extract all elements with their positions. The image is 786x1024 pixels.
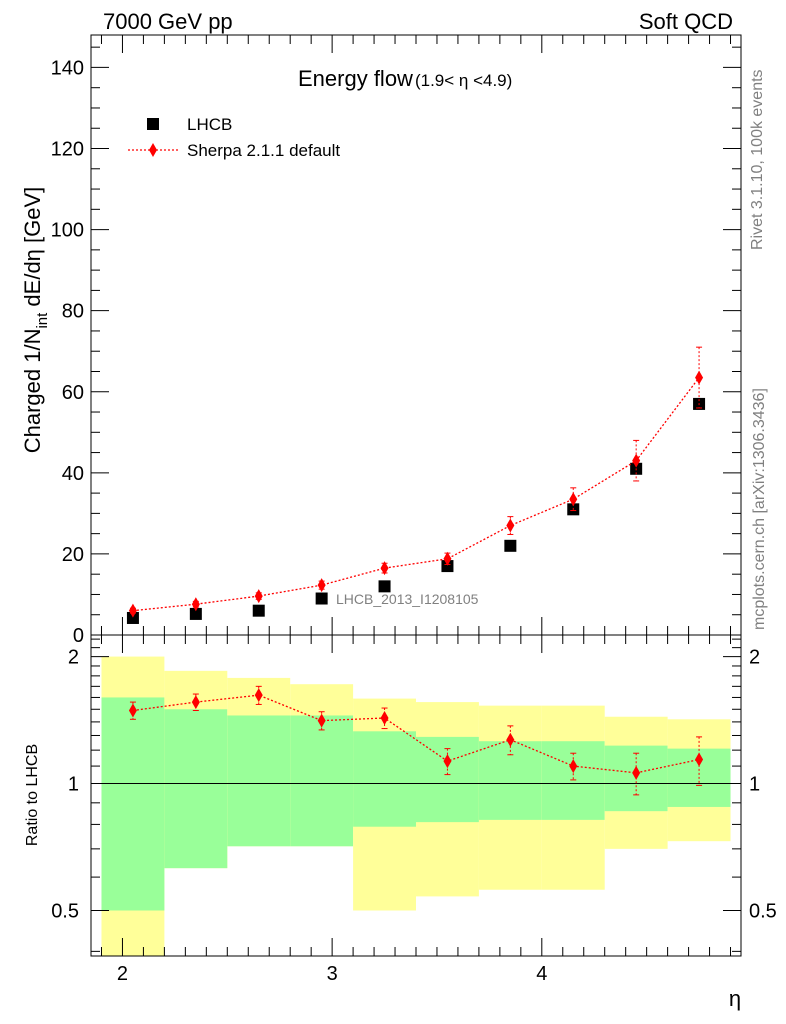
legend-marker-lhcb bbox=[147, 118, 159, 130]
plot-title-sub: (1.9< η <4.9) bbox=[415, 71, 512, 90]
x-tick-label: 4 bbox=[536, 963, 547, 985]
main-ytick-label: 80 bbox=[62, 301, 84, 323]
ratio-data-point bbox=[317, 713, 326, 728]
lhcb-data-point bbox=[504, 539, 517, 552]
green-band bbox=[164, 709, 228, 869]
sherpa-data-point bbox=[317, 578, 326, 593]
plot-title: Energy flow (1.9< η <4.9) bbox=[298, 66, 512, 91]
sherpa-line bbox=[132, 377, 700, 612]
ratio-data-point bbox=[632, 765, 641, 780]
x-axis-label: η bbox=[729, 986, 741, 1011]
ratio-data-point bbox=[695, 752, 704, 767]
main-axes: 0 20 40 60 80 100 120 140 bbox=[51, 35, 741, 647]
green-band bbox=[478, 741, 542, 820]
x-tick-label: 2 bbox=[117, 963, 128, 985]
ratio-ytick-label-right: 0.5 bbox=[749, 900, 777, 922]
legend-marker-sherpa bbox=[149, 143, 157, 157]
sherpa-data-point bbox=[380, 561, 389, 576]
main-ylabel: Charged 1/Nint dE/dη [GeV] bbox=[20, 187, 51, 454]
header-left: 7000 GeV pp bbox=[103, 9, 233, 34]
ratio-sherpa-line bbox=[132, 694, 700, 774]
lhcb-data-point bbox=[315, 592, 328, 605]
sherpa-data-point bbox=[191, 597, 200, 612]
lhcb-data-point bbox=[189, 607, 202, 620]
ratio-ylabel: Ratio to LHCB bbox=[24, 744, 41, 846]
ratio-data-point bbox=[569, 759, 578, 774]
ratio-ytick-label-left: 1 bbox=[68, 774, 79, 796]
sherpa-data-point bbox=[569, 492, 578, 507]
main-plot-area bbox=[126, 346, 706, 624]
plot-title-main: Energy flow bbox=[298, 66, 413, 91]
lhcb-data-point bbox=[126, 611, 139, 624]
main-ylabel-b: dE/dη [GeV] bbox=[20, 187, 45, 313]
main-ytick-label: 60 bbox=[62, 382, 84, 404]
main-ytick-label: 120 bbox=[51, 139, 84, 161]
green-band bbox=[290, 715, 354, 847]
legend-label-sherpa: Sherpa 2.1.1 default bbox=[187, 141, 340, 160]
main-ylabel-sub: int bbox=[34, 312, 51, 329]
ratio-data-point bbox=[443, 754, 452, 769]
main-ylabel-a: Charged 1/N bbox=[20, 329, 45, 454]
lhcb-data-point bbox=[252, 604, 265, 617]
ratio-bands bbox=[101, 656, 731, 956]
mcplots-label: mcplots.cern.ch [arXiv:1306.3436] bbox=[751, 388, 768, 630]
main-ytick-label: 20 bbox=[62, 544, 84, 566]
main-ytick-label: 140 bbox=[51, 57, 84, 79]
lhcb-data-point bbox=[378, 580, 391, 593]
ratio-plot-area bbox=[91, 685, 741, 796]
ratio-ytick-label-right: 1 bbox=[749, 774, 760, 796]
ratio-data-point bbox=[254, 688, 263, 703]
ratio-ytick-label-left: 0.5 bbox=[51, 900, 79, 922]
ratio-data-point bbox=[191, 695, 200, 710]
legend: LHCB Sherpa 2.1.1 default bbox=[128, 115, 340, 160]
sherpa-data-point bbox=[254, 589, 263, 604]
green-band bbox=[227, 715, 291, 847]
ratio-ytick-label-right: 2 bbox=[749, 647, 760, 669]
main-ytick-label: 0 bbox=[73, 625, 84, 647]
header-right: Soft QCD bbox=[639, 9, 733, 34]
analysis-label: LHCB_2013_I1208105 bbox=[336, 591, 479, 607]
main-ytick-label: 100 bbox=[51, 220, 84, 242]
ratio-ytick-label-left: 2 bbox=[68, 647, 79, 669]
sherpa-data-point bbox=[128, 603, 137, 618]
sherpa-data-point bbox=[632, 453, 641, 468]
green-band bbox=[101, 697, 165, 911]
main-ytick-label: 40 bbox=[62, 463, 84, 485]
lhcb-data-point bbox=[441, 560, 454, 573]
sherpa-data-point bbox=[443, 551, 452, 566]
green-band bbox=[353, 731, 416, 827]
legend-label-lhcb: LHCB bbox=[187, 115, 232, 134]
ratio-data-point bbox=[506, 732, 515, 747]
sherpa-data-point bbox=[695, 370, 704, 385]
rivet-label: Rivet 3.1.10, 100k events bbox=[749, 69, 766, 250]
ratio-axes: 0.5 0.5 1 1 2 2 2 3 4 bbox=[51, 635, 777, 985]
sherpa-data-point bbox=[506, 518, 515, 533]
ratio-data-point bbox=[380, 711, 389, 726]
green-band bbox=[416, 736, 479, 823]
ratio-data-point bbox=[128, 703, 137, 718]
x-tick-label: 3 bbox=[327, 963, 338, 985]
